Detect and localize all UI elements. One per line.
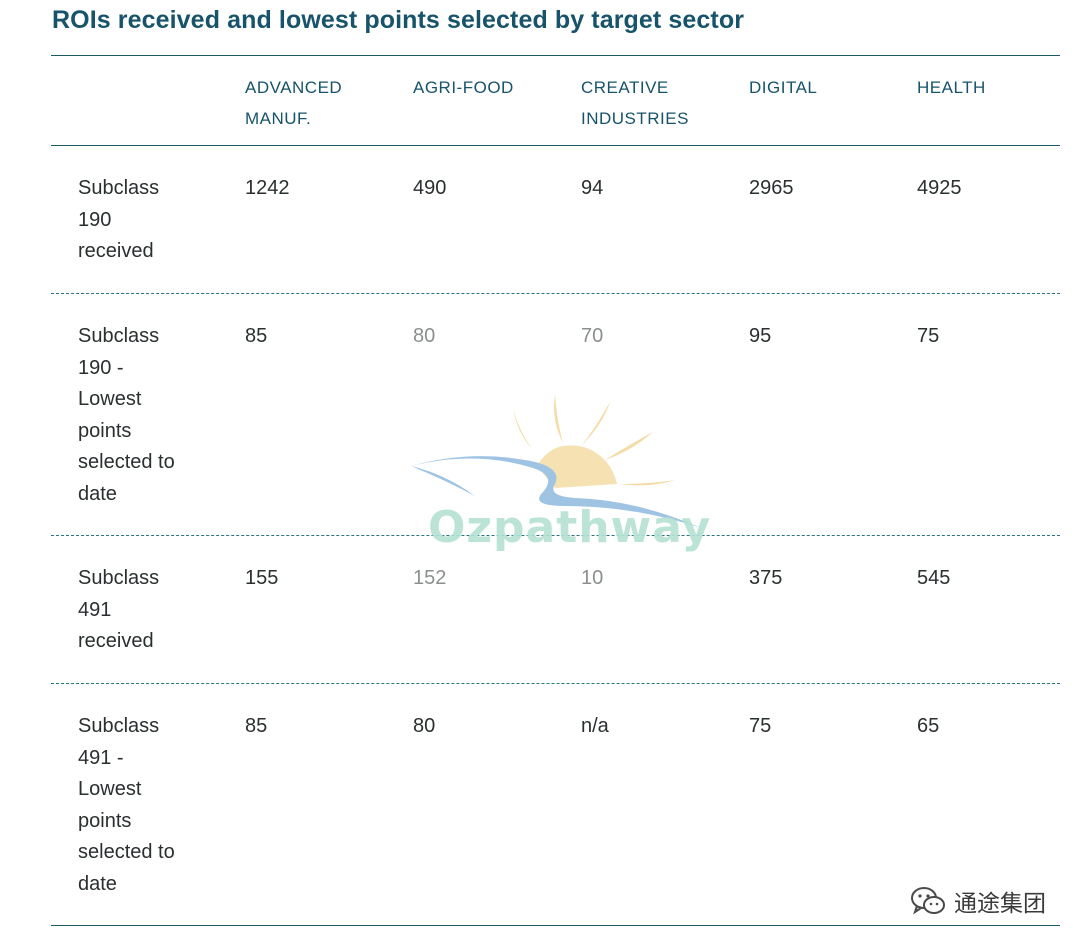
table-title: ROIs received and lowest points selected… bbox=[52, 6, 745, 34]
column-header-agri-food: AGRI-FOOD bbox=[413, 78, 514, 97]
wechat-account-mark: 通途集团 bbox=[910, 884, 1046, 918]
row-divider bbox=[51, 535, 1060, 536]
table-cell: 75 bbox=[917, 325, 940, 347]
row-label-491-received: Subclass 491 received bbox=[78, 567, 160, 652]
table-cell: 155 bbox=[245, 567, 279, 589]
table-cell: 94 bbox=[581, 177, 604, 199]
table-cell: 95 bbox=[749, 325, 772, 347]
wechat-account-name: 通途集团 bbox=[954, 891, 1046, 917]
row-divider bbox=[51, 683, 1060, 684]
watermark-text: Ozpathway bbox=[428, 502, 712, 553]
table-cell: 1242 bbox=[245, 177, 290, 199]
table-cell: 545 bbox=[917, 567, 951, 589]
table-cell: n/a bbox=[581, 715, 609, 737]
table-cell: 80 bbox=[413, 715, 436, 737]
table-cell: 10 bbox=[581, 567, 604, 589]
row-label-190-received: Subclass 190 received bbox=[78, 177, 160, 262]
header-bottom-rule bbox=[51, 145, 1060, 146]
column-header-digital: DIGITAL bbox=[749, 78, 818, 97]
column-header-advanced-manuf: ADVANCED MANUF. bbox=[245, 78, 343, 128]
table-cell: 85 bbox=[245, 715, 268, 737]
ozpathway-logo-watermark bbox=[411, 394, 701, 528]
row-divider bbox=[51, 293, 1060, 294]
table-cell: 4925 bbox=[917, 177, 962, 199]
column-header-health: HEALTH bbox=[917, 78, 986, 97]
wechat-icon bbox=[911, 887, 945, 915]
table-cell: 2965 bbox=[749, 177, 794, 199]
table-cell: 70 bbox=[581, 325, 604, 347]
row-label-190-lowest-points: Subclass 190 - Lowest points selected to… bbox=[78, 325, 175, 505]
table-bottom-rule bbox=[51, 925, 1060, 926]
row-label-491-lowest-points: Subclass 491 - Lowest points selected to… bbox=[78, 715, 175, 895]
table-top-rule bbox=[51, 55, 1060, 56]
table-cell: 80 bbox=[413, 325, 436, 347]
table-cell: 75 bbox=[749, 715, 772, 737]
table-cell: 152 bbox=[413, 567, 447, 589]
column-header-creative-industries: CREATIVE INDUSTRIES bbox=[581, 78, 689, 128]
table-cell: 375 bbox=[749, 567, 783, 589]
table-cell: 490 bbox=[413, 177, 447, 199]
table-cell: 65 bbox=[917, 715, 940, 737]
table-cell: 85 bbox=[245, 325, 268, 347]
